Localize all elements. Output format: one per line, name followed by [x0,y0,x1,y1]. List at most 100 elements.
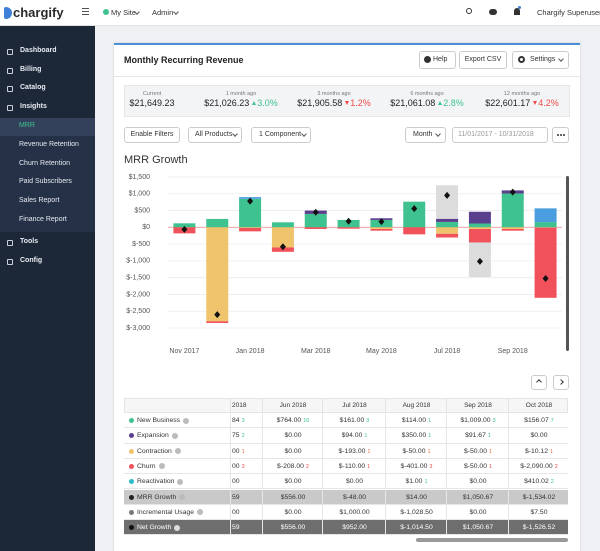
nav-item[interactable]: Paid Subscribers [19,178,72,186]
table-cell: $764.00 16 [262,413,322,428]
cell-value: $0.00 [530,432,548,440]
bar-segment [436,227,459,234]
table-cell: $0.00 [262,428,322,444]
cell-value: $-193.00 [338,447,366,455]
nav-item[interactable]: Churn Retention [19,159,70,167]
cell-value: $161.00 [339,417,365,424]
cell-value: $114.00 [401,417,426,424]
cell-value: $0.00 [345,478,363,486]
search-icon[interactable] [466,8,472,14]
cell-value: $-1,534.02 [522,493,556,501]
summary-value: $21,026.23 3.0% [191,98,291,108]
bar-segment [239,198,262,228]
gear-icon [518,56,525,63]
cell-value: $-208.00 [277,462,304,470]
user-menu[interactable]: Chargify Superuser [537,8,600,17]
chat-icon[interactable] [489,9,497,15]
page-button[interactable] [553,375,569,390]
bar-segment [370,227,393,230]
row-label: Expansion [137,432,169,440]
summary-value: $21,061.08 2.8% [377,98,477,108]
filter-dropdown[interactable]: All Products [188,127,242,143]
summary-label: 12 months ago [503,91,541,97]
filter-dropdown[interactable]: 1 Component [251,127,311,143]
table-cell: 00 1 [230,443,262,459]
table-cell: $-110.00 1 [322,458,385,474]
table-cell: $-193.00 1 [322,443,385,459]
cell-value: $-1,028.50 [400,508,433,516]
cell-value: $0.00 [469,478,487,486]
cell-value: $0.00 [284,508,302,516]
nav-item[interactable]: Catalog [20,84,46,91]
nav-item[interactable]: Insights [20,103,47,110]
info-icon [159,463,165,470]
nav-item[interactable]: Finance Report [19,216,67,223]
change-arrow [533,101,538,105]
admin-menu[interactable]: Admin [152,8,174,17]
summary-value: $21,905.58 1.2% [284,98,384,108]
cell-value: 00 [232,447,240,455]
panel-button[interactable]: Settings [512,51,569,69]
filter-button[interactable]: Enable Filters [124,127,180,143]
net-growth-marker [214,311,221,319]
cell-value: $-48.00 [342,493,367,501]
summary-label: Current [142,91,162,97]
table-cell: $91.67 1 [446,428,508,444]
bar-segment [403,227,426,235]
customer-count: 1 [424,479,428,486]
nav-icon [7,259,13,265]
table-cell: $1,050.67 [446,520,508,536]
bar-segment [468,229,491,243]
site-menu[interactable]: My Site [111,8,137,17]
nav-icon [7,105,13,111]
table-cell: $14.00 [385,489,446,505]
menu-icon[interactable] [82,11,89,12]
bell-icon[interactable] [514,8,520,15]
bar-segment [304,227,327,230]
menu-icon[interactable] [82,8,89,9]
bar-segment [206,321,229,323]
nav-item[interactable]: MRR [19,122,35,129]
more-button[interactable] [552,127,569,143]
table-row [124,443,568,459]
period-dropdown[interactable]: Month [405,127,446,143]
cell-value: $-50.00 [463,462,487,470]
customer-count: 16 [303,418,310,424]
customer-count: 1 [241,448,245,455]
row-label: Churn [137,462,156,470]
cell-value: $94.00 [341,432,363,440]
y-tick-label: $-1,000 [126,258,150,265]
y-tick-label: $1,500 [129,174,151,181]
nav-item[interactable]: Dashboard [20,47,57,54]
cell-value: $0.00 [284,432,302,440]
panel-button[interactable]: Export CSV [459,51,507,69]
x-tick-label: Nov 2017 [169,348,199,355]
chart-title: MRR Growth [124,154,188,166]
table-cell: $350.00 1 [385,428,446,444]
page-button[interactable] [531,375,547,390]
net-growth-marker [476,257,483,265]
nav-item[interactable]: Tools [20,238,39,245]
cell-value: $-1,014.50 [400,524,433,532]
panel-title: Monthly Recurring Revenue [124,55,244,65]
column-header: Jul 2018 [322,398,385,413]
cell-value: $-50.00 [463,447,487,455]
nav-item[interactable]: Config [20,257,43,264]
summary-change: 2.8% [443,98,464,108]
net-growth-marker [378,218,385,226]
nav-item[interactable]: Billing [20,66,42,73]
nav-item[interactable]: Revenue Retention [19,140,79,148]
table-header [124,398,568,413]
nav-item[interactable]: Sales Report [19,197,60,205]
summary-amount: $21,061.08 [390,98,436,108]
table-row [124,458,568,475]
cell-value: $-10.12 [524,447,548,455]
date-range[interactable]: 11/01/2017 - 10/31/2018 [452,127,548,143]
table-cell: 59 [230,520,262,536]
chart-scrollbar [566,176,569,351]
panel-button[interactable]: Help [419,51,456,69]
bar-segment [239,227,262,229]
y-tick-label: $-2,500 [126,308,150,315]
menu-icon[interactable] [82,14,89,15]
chart: MRR Growth $1,500 $1,000 $500 $0 $-500 $-1,000… [124,154,569,355]
